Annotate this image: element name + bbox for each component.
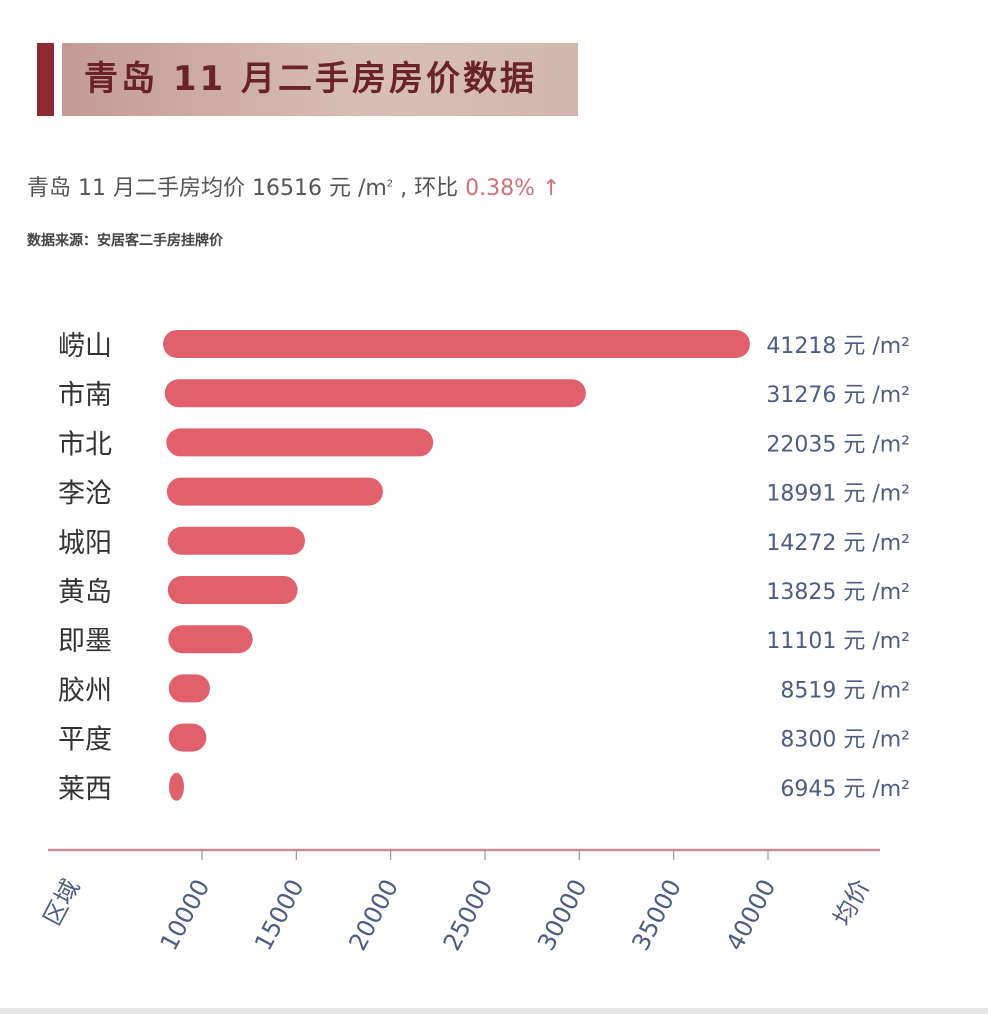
up-arrow-icon: ↑ — [535, 176, 561, 201]
value-label: 6945 元 /m² — [780, 777, 910, 802]
value-label: 41218 元 /m² — [766, 334, 910, 359]
x-tick-label: 25000 — [438, 875, 499, 956]
bar — [163, 330, 750, 358]
bar — [169, 772, 184, 801]
value-label: 8519 元 /m² — [780, 678, 910, 703]
value-label: 31276 元 /m² — [766, 383, 910, 408]
category-label: 李沧 — [58, 479, 112, 510]
data-source: 数据来源：安居客二手房挂牌价 — [27, 233, 223, 249]
value-label: 8300 元 /m² — [780, 728, 910, 753]
category-label: 平度 — [58, 725, 112, 756]
bar — [168, 723, 207, 752]
category-label: 莱西 — [58, 774, 112, 805]
x-tick-label: 35000 — [626, 875, 687, 956]
category-label: 胶州 — [58, 675, 112, 706]
bar — [168, 625, 253, 654]
x-axis-title: 均价 — [828, 875, 875, 931]
value-label: 22035 元 /m² — [766, 432, 910, 457]
category-label: 黄岛 — [58, 577, 112, 608]
category-label: 市南 — [58, 380, 112, 411]
category-label: 市北 — [58, 429, 112, 460]
category-label: 崂山 — [58, 331, 112, 362]
x-tick-label: 20000 — [343, 875, 404, 956]
category-label: 即墨 — [58, 626, 112, 657]
summary-line: 青岛 11 月二手房均价 16516 元 /m2 , 环比 0.38% ↑ — [27, 170, 560, 202]
bottom-divider — [0, 1008, 988, 1014]
bar — [166, 428, 434, 457]
value-label: 13825 元 /m² — [766, 580, 910, 605]
summary-text: 青岛 11 月二手房均价 16516 元 /m — [27, 176, 387, 201]
y-axis-title: 区域 — [38, 875, 85, 931]
x-tick-label: 10000 — [155, 875, 216, 956]
bar — [166, 477, 383, 506]
page-title: 青岛 11 月二手房房价数据 — [62, 43, 578, 116]
x-tick-label: 40000 — [721, 875, 782, 956]
value-label: 14272 元 /m² — [766, 531, 910, 556]
bar — [164, 379, 586, 408]
bar — [168, 674, 210, 703]
change-percent: 0.38% — [465, 176, 536, 201]
x-tick-label: 30000 — [532, 875, 593, 956]
bar — [167, 526, 306, 555]
category-label: 城阳 — [58, 528, 112, 559]
value-label: 18991 元 /m² — [766, 482, 910, 507]
title-accent-bar — [37, 43, 54, 116]
summary-mid: , 环比 — [393, 176, 466, 201]
value-label: 11101 元 /m² — [766, 629, 910, 654]
summary-sup: 2 — [386, 178, 394, 190]
x-tick-label: 15000 — [249, 875, 310, 956]
bar — [167, 576, 298, 604]
